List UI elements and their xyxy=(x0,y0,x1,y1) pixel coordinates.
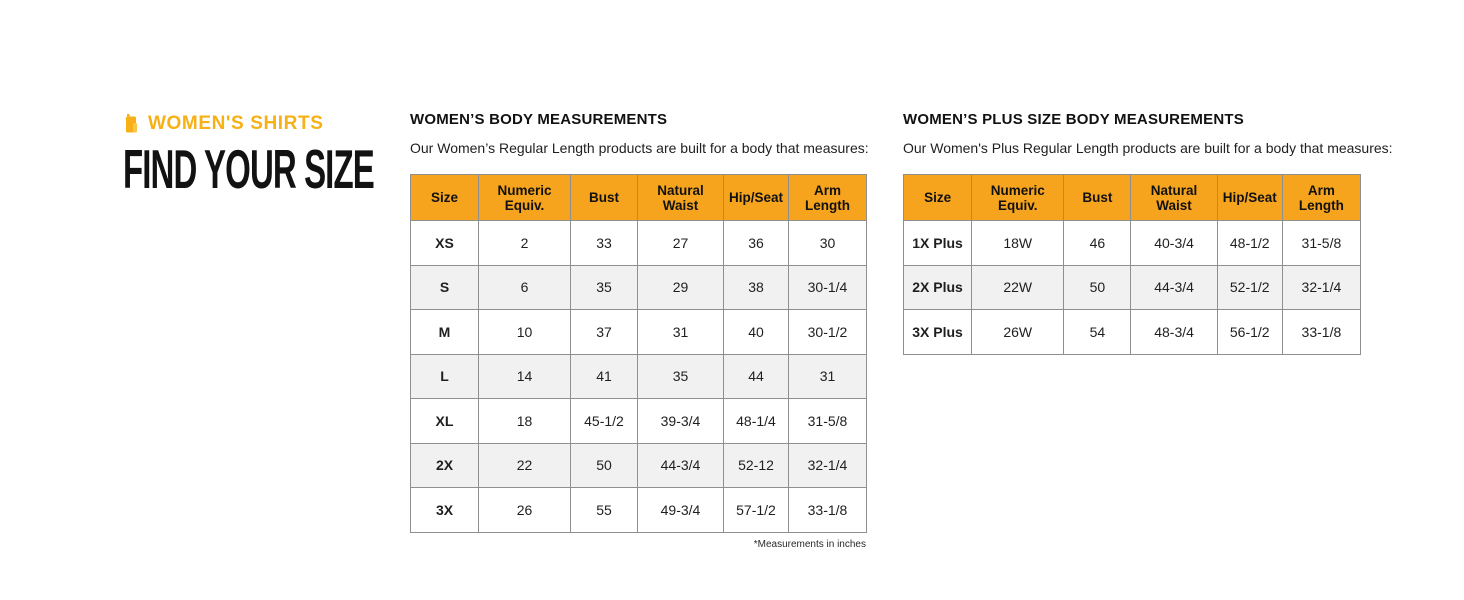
table-cell: 40-3/4 xyxy=(1130,220,1218,266)
column-header: Hip/Seat xyxy=(723,174,789,222)
table-cell: 3X Plus xyxy=(902,309,973,355)
table-cell: L xyxy=(410,353,479,400)
table-cell: 45-1/2 xyxy=(570,398,638,444)
table-cell: 14 xyxy=(478,353,571,400)
table-cell: 3X xyxy=(410,487,479,533)
table-cell: 44 xyxy=(723,353,789,400)
plus-size-table: Size Numeric Equiv. Bust Natural Waist Hip/S… xyxy=(902,174,1362,355)
shirt-icon xyxy=(123,114,139,134)
table-row: 3X Plus 26W 54 48-3/4 56-1/2 33-1/8 xyxy=(902,309,1362,355)
column-header: Arm Length xyxy=(788,174,867,222)
table-cell: 38 xyxy=(723,264,789,311)
column-header: Size xyxy=(410,174,479,222)
regular-size-table: Size Numeric Equiv. Bust Natural Waist Hip/S… xyxy=(410,174,867,533)
table-cell: 37 xyxy=(570,309,638,355)
table-cell: 30 xyxy=(788,220,867,266)
table-cell: 2X Plus xyxy=(902,264,973,311)
table-cell: 48-3/4 xyxy=(1130,309,1218,355)
table-cell: 22 xyxy=(478,442,571,489)
table-row: 2X Plus 22W 50 44-3/4 52-1/2 32-1/4 xyxy=(902,264,1362,311)
table-cell: 44-3/4 xyxy=(637,442,724,489)
section-heading: WOMEN’S BODY MEASUREMENTS xyxy=(410,111,668,128)
section-subtitle: Our Women’s Regular Length products are … xyxy=(410,140,869,156)
section-regular-sizes: WOMEN’S BODY MEASUREMENTS Our Women’s Re… xyxy=(410,111,869,550)
table-cell: 36 xyxy=(723,220,789,266)
table-cell: 48-1/2 xyxy=(1216,220,1283,266)
table-cell: 30-1/2 xyxy=(788,309,867,355)
table-cell: 35 xyxy=(570,264,638,311)
table-cell: 2X xyxy=(410,442,479,489)
table-cell: 44-3/4 xyxy=(1130,264,1218,311)
table-cell: 39-3/4 xyxy=(637,398,724,444)
table-cell: 2 xyxy=(478,220,571,266)
table-cell: 50 xyxy=(570,442,638,489)
column-header: Size xyxy=(902,174,973,222)
table-row: S 6 35 29 38 30-1/4 xyxy=(410,264,867,311)
table-cell: 31 xyxy=(788,353,867,400)
table-row: 1X Plus 18W 46 40-3/4 48-1/2 31-5/8 xyxy=(902,220,1362,266)
table-cell: 31 xyxy=(637,309,724,355)
table-row: XL 18 45-1/2 39-3/4 48-1/4 31-5/8 xyxy=(410,398,867,444)
table-cell: 30-1/4 xyxy=(788,264,867,311)
measurements-footnote: *Measurements in inches xyxy=(753,538,866,550)
table-cell: M xyxy=(410,309,479,355)
table-row: XS 2 33 27 36 30 xyxy=(410,220,867,266)
table-row: 2X 22 50 44-3/4 52-12 32-1/4 xyxy=(410,442,867,489)
table-cell: 57-1/2 xyxy=(723,487,789,533)
table-cell: 46 xyxy=(1063,220,1132,266)
table-cell: 29 xyxy=(637,264,724,311)
column-header: Numeric Equiv. xyxy=(971,174,1065,222)
table-cell: S xyxy=(410,264,479,311)
table-header-row: Size Numeric Equiv. Bust Natural Waist Hip/S… xyxy=(902,174,1362,222)
table-cell: 55 xyxy=(570,487,638,533)
table-cell: 32-1/4 xyxy=(788,442,867,489)
brand-block: WOMEN'S SHIRTS FIND YOUR SIZE xyxy=(123,113,541,200)
table-row: M 10 37 31 40 30-1/2 xyxy=(410,309,867,355)
table-cell: 35 xyxy=(637,353,724,400)
table-cell: 6 xyxy=(478,264,571,311)
table-header-row: Size Numeric Equiv. Bust Natural Waist Hip/S… xyxy=(410,174,867,222)
page-title: FIND YOUR SIZE xyxy=(123,138,375,200)
table-cell: 49-3/4 xyxy=(637,487,724,533)
table-cell: 33 xyxy=(570,220,638,266)
section-heading: WOMEN’S PLUS SIZE BODY MEASUREMENTS xyxy=(903,111,1244,128)
table-cell: 33-1/8 xyxy=(788,487,867,533)
table-row: L 14 41 35 44 31 xyxy=(410,353,867,400)
section-plus-sizes: WOMEN’S PLUS SIZE BODY MEASUREMENTS Our … xyxy=(902,111,1393,355)
table-cell: 18 xyxy=(478,398,571,444)
column-header: Hip/Seat xyxy=(1216,174,1283,222)
column-header: Bust xyxy=(570,174,638,222)
table-cell: 26W xyxy=(971,309,1065,355)
table-cell: 52-1/2 xyxy=(1216,264,1283,311)
table-cell: 27 xyxy=(637,220,724,266)
column-header: Bust xyxy=(1063,174,1132,222)
table-cell: 31-5/8 xyxy=(788,398,867,444)
table-cell: 56-1/2 xyxy=(1216,309,1283,355)
table-cell: 54 xyxy=(1063,309,1132,355)
table-cell: 18W xyxy=(971,220,1065,266)
column-header: Arm Length xyxy=(1281,174,1362,222)
eyebrow-label: WOMEN'S SHIRTS xyxy=(148,113,324,134)
eyebrow-row: WOMEN'S SHIRTS xyxy=(123,113,541,135)
table-cell: 40 xyxy=(723,309,789,355)
column-header: Natural Waist xyxy=(637,174,724,222)
table-cell: 22W xyxy=(971,264,1065,311)
table-cell: 26 xyxy=(478,487,571,533)
table-cell: 33-1/8 xyxy=(1281,309,1362,355)
table-row: 3X 26 55 49-3/4 57-1/2 33-1/8 xyxy=(410,487,867,533)
table-cell: 41 xyxy=(570,353,638,400)
table-cell: XS xyxy=(410,220,479,266)
table-cell: 1X Plus xyxy=(902,220,973,266)
table-cell: 50 xyxy=(1063,264,1132,311)
table-cell: 10 xyxy=(478,309,571,355)
column-header: Numeric Equiv. xyxy=(478,174,571,222)
column-header: Natural Waist xyxy=(1130,174,1218,222)
table-cell: 32-1/4 xyxy=(1281,264,1362,311)
table-cell: 52-12 xyxy=(723,442,789,489)
table-cell: 48-1/4 xyxy=(723,398,789,444)
table-cell: XL xyxy=(410,398,479,444)
section-subtitle: Our Women's Plus Regular Length products… xyxy=(903,140,1393,156)
table-cell: 31-5/8 xyxy=(1281,220,1362,266)
